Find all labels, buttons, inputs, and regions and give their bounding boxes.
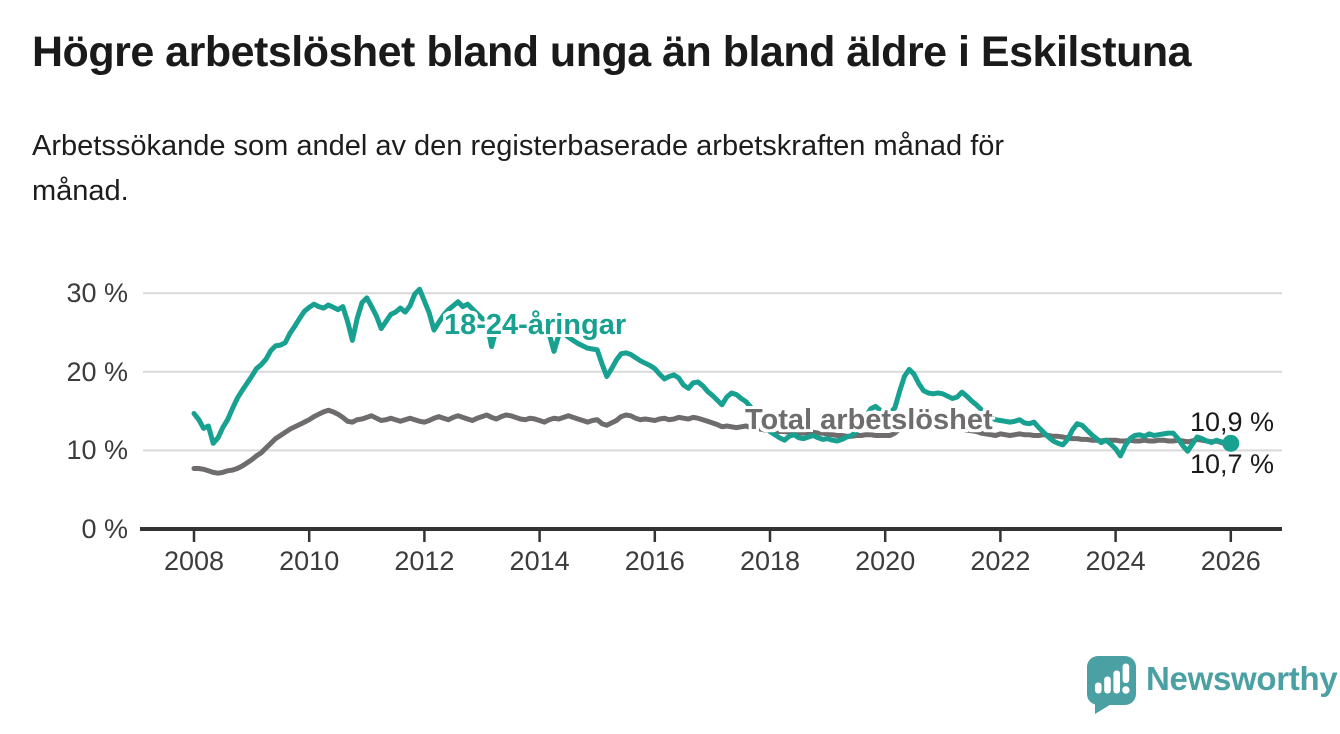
- x-axis-label-2010: 2010: [279, 546, 340, 576]
- y-axis-label-30: 30 %: [66, 278, 128, 309]
- x-axis-label-2026: 2026: [1200, 546, 1261, 576]
- end-value-young: 10,9 %: [1190, 407, 1275, 438]
- end-value-total: 10,7 %: [1190, 448, 1275, 479]
- x-axis-label-2016: 2016: [624, 546, 685, 576]
- series-line-0: [191, 286, 1234, 459]
- y-axis-label-0: 0 %: [81, 514, 128, 544]
- x-axis-label-2014: 2014: [509, 546, 570, 576]
- chart-subtitle: Arbetssökande som andel av den registerb…: [32, 130, 1005, 207]
- x-axis-label-2018: 2018: [739, 546, 801, 576]
- x-axis-label-2008: 2008: [163, 546, 225, 576]
- page-title: Högre arbetslöshet bland unga än bland ä…: [32, 28, 1192, 76]
- x-axis-label-2020: 2020: [855, 546, 916, 576]
- y-axis-label-10: 10 %: [66, 435, 128, 466]
- series-label-young: 18-24-åringar: [444, 309, 627, 341]
- x-axis-label-2012: 2012: [394, 546, 455, 576]
- series-label-total: Total arbetslöshet: [745, 404, 993, 436]
- newsworthy-wordmark: Newsworthy: [1146, 660, 1338, 697]
- y-axis-label-20: 20 %: [66, 356, 128, 387]
- x-axis-label-2022: 2022: [970, 546, 1031, 576]
- series-end-dot-0: [1222, 434, 1240, 452]
- series-line-1: [191, 407, 1234, 476]
- x-axis-label-2024: 2024: [1085, 546, 1146, 576]
- newsworthy-logo-icon: [1087, 656, 1136, 714]
- newsworthy-logo: Newsworthy: [1086, 655, 1340, 715]
